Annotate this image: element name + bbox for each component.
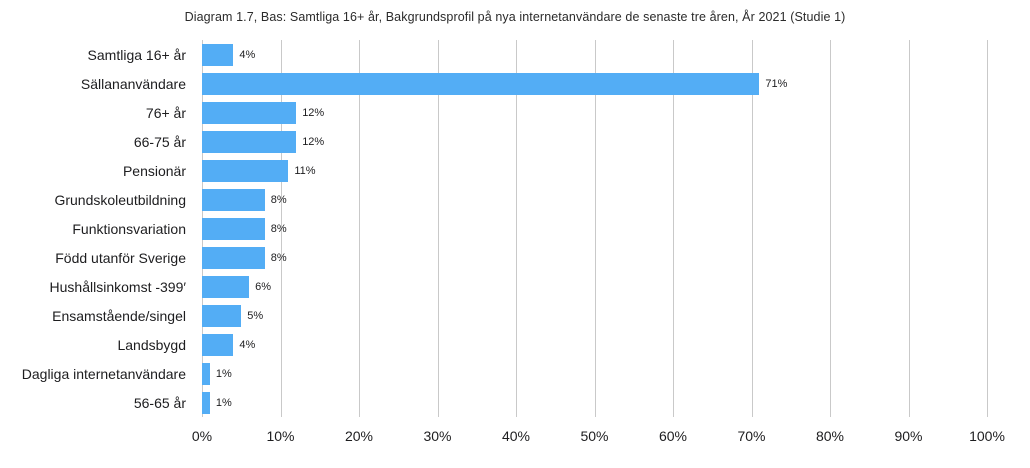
category-label: Landsbygd (117, 336, 186, 353)
value-label: 5% (247, 309, 264, 322)
value-label: 71% (765, 77, 788, 90)
gridline (673, 40, 674, 417)
category-label: Ensamstående/singel (52, 307, 186, 324)
value-label: 4% (239, 48, 256, 61)
value-label: 11% (294, 164, 316, 177)
x-tick-label: 50% (580, 428, 609, 444)
bar (202, 101, 297, 124)
category-label: 66-75 år (133, 133, 186, 150)
x-tick-label: 60% (658, 428, 688, 444)
category-label: Dagliga internetanvändare (21, 365, 186, 382)
bar (202, 130, 297, 153)
gridline (830, 40, 831, 417)
x-tick-label: 80% (815, 428, 845, 444)
category-label: Grundskoleutbildning (54, 191, 186, 208)
x-tick-label: 20% (344, 428, 374, 444)
value-label: 12% (302, 135, 325, 148)
gridline (908, 40, 910, 417)
x-tick-label: 0% (191, 428, 213, 444)
value-label: 1% (215, 396, 232, 409)
bar (202, 159, 289, 182)
value-label: 1% (215, 367, 232, 380)
bar (202, 246, 265, 269)
value-label: 6% (255, 280, 271, 293)
bar (202, 362, 210, 385)
category-label: Sällananvändare (80, 75, 186, 92)
bar (202, 304, 242, 327)
value-label: 4% (239, 338, 256, 351)
x-tick-label: 100% (969, 428, 1005, 444)
bar (202, 275, 250, 298)
bar (202, 43, 234, 66)
x-tick-label: 90% (894, 428, 923, 444)
gridline (359, 40, 360, 417)
value-label: 8% (270, 251, 287, 264)
x-tick-label: 30% (423, 428, 452, 444)
category-label: Pensionär (122, 162, 186, 179)
category-label: Funktionsvariation (72, 220, 186, 237)
bar (202, 188, 265, 211)
category-label: Hushållsinkomst -399′ (49, 278, 186, 295)
x-tick-label: 10% (266, 428, 295, 444)
x-tick-label: 40% (501, 428, 531, 444)
x-tick-label: 70% (737, 428, 766, 444)
gridline (987, 40, 988, 417)
gridline (594, 40, 596, 417)
gridline (280, 40, 282, 417)
category-label: Samtliga 16+ år (87, 46, 186, 63)
bar (202, 72, 760, 95)
gridline (751, 40, 753, 417)
gridline (437, 40, 439, 417)
category-label: Född utanför Sverige (55, 249, 186, 266)
chart-title: Diagram 1.7, Bas: Samtliga 16+ år, Bakgr… (184, 10, 846, 24)
gridline (516, 40, 517, 417)
value-label: 8% (270, 193, 287, 206)
bar (202, 333, 234, 356)
bar (202, 217, 265, 240)
plot-area (202, 40, 987, 417)
value-label: 8% (270, 222, 287, 235)
bar (202, 391, 210, 414)
category-label: 76+ år (145, 104, 186, 121)
category-label: 56-65 år (133, 394, 186, 411)
value-label: 12% (302, 106, 325, 119)
